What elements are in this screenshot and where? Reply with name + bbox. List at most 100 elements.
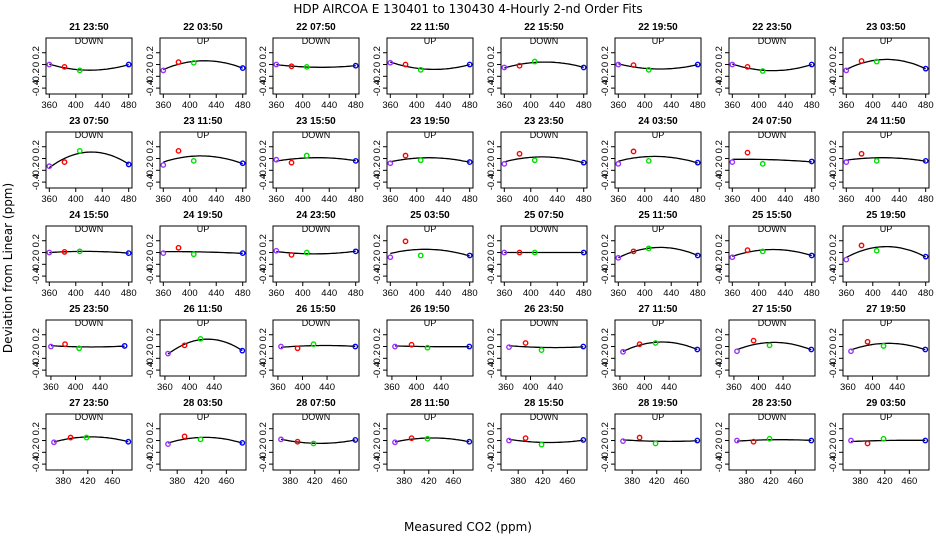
data-point-standard1 xyxy=(160,67,167,74)
panel-direction-label: UP xyxy=(880,318,893,328)
y-tick-label: 0.2 xyxy=(31,328,42,341)
data-point-standard2 xyxy=(175,244,182,251)
panel-title: 22 11:50 xyxy=(411,22,450,33)
data-point-standard4 xyxy=(694,61,701,68)
panel-title: 21 23:50 xyxy=(69,22,109,33)
panel-title: 26 19:50 xyxy=(410,304,450,315)
x-tick-label: 400 xyxy=(637,382,653,393)
x-tick-label: 440 xyxy=(94,288,110,299)
data-point-standard2 xyxy=(181,342,188,349)
data-point-standard1 xyxy=(615,160,622,167)
y-tick-label: 0 xyxy=(258,62,269,67)
y-tick-label: 0 xyxy=(486,250,497,255)
y-tick-label: -0.4 xyxy=(145,456,156,472)
y-tick-label: -0.2 xyxy=(372,444,383,460)
y-tick-label: 0 xyxy=(145,344,156,349)
fit-curve xyxy=(850,342,926,351)
data-point-standard3 xyxy=(417,252,424,259)
panel-title: 25 15:50 xyxy=(752,210,792,221)
y-tick-label: 0.2 xyxy=(258,328,269,341)
panel-direction-label: DOWN xyxy=(75,412,104,422)
y-tick-label: -0.4 xyxy=(258,80,269,96)
x-tick-label: 360 xyxy=(840,382,856,393)
panel: 28 11:50 UP -0.4-0.20 0.2 380 420 460 xyxy=(372,398,474,487)
panel: 27 23:50 DOWN -0.4-0.20 0.2 380 420 460 xyxy=(31,398,133,487)
panel: 29 03:50 UP -0.4-0.20 0.2 380 420 460 xyxy=(828,398,930,487)
y-tick-label: 0.2 xyxy=(714,328,725,341)
x-tick-label: 460 xyxy=(218,476,234,487)
y-tick-label: -0.4 xyxy=(372,456,383,472)
data-point-standard4 xyxy=(125,250,132,257)
fit-curve xyxy=(732,158,812,163)
x-tick-label: 360 xyxy=(610,194,626,205)
y-tick-label: 0 xyxy=(372,250,383,255)
panel-direction-label: UP xyxy=(197,36,210,46)
fit-curve xyxy=(390,157,470,163)
panel-title: 22 23:50 xyxy=(752,22,792,33)
panel-frame xyxy=(728,131,816,189)
fit-curve xyxy=(508,438,584,444)
panel-frame xyxy=(386,413,474,471)
x-tick-label: 440 xyxy=(549,100,565,111)
y-tick-label: -0.4 xyxy=(145,362,156,378)
x-tick-label: 400 xyxy=(68,288,84,299)
y-tick-label: 0.2 xyxy=(600,422,611,435)
data-point-standard3 xyxy=(303,63,310,70)
y-tick-label: -0.4 xyxy=(714,362,725,378)
y-tick-label: -0.4 xyxy=(828,268,839,284)
data-point-standard1 xyxy=(734,437,740,444)
panel-direction-label: UP xyxy=(424,130,437,140)
data-point-standard1 xyxy=(387,254,394,261)
data-point-standard4 xyxy=(808,437,815,444)
panel: 26 19:50 UP -0.4-0.20 0.2 360 400 440 xyxy=(372,304,474,393)
x-tick-label: 400 xyxy=(295,288,311,299)
y-tick-label: 0.2 xyxy=(600,234,611,247)
panel-direction-label: DOWN xyxy=(530,412,559,422)
y-tick-label: -0.4 xyxy=(31,362,42,378)
x-tick-label: 480 xyxy=(121,194,137,205)
data-point-standard1 xyxy=(615,254,622,261)
x-tick-label: 360 xyxy=(268,288,284,299)
x-tick-label: 400 xyxy=(68,382,84,393)
x-tick-label: 380 xyxy=(738,476,754,487)
panel-direction-label: UP xyxy=(424,36,437,46)
panel-title: 23 19:50 xyxy=(410,116,450,127)
fit-curve xyxy=(622,439,698,443)
panel-direction-label: DOWN xyxy=(302,412,331,422)
data-point-standard1 xyxy=(387,160,394,167)
panel: 23 11:50 UP -0.4-0.20 0.2 360 400 440 480 xyxy=(145,116,251,205)
panel-frame xyxy=(728,37,816,95)
y-tick-label: -0.2 xyxy=(600,350,611,366)
panel-title: 24 03:50 xyxy=(638,116,678,127)
data-point-standard2 xyxy=(175,147,182,154)
x-tick-label: 480 xyxy=(235,288,251,299)
panel-frame xyxy=(272,413,360,471)
x-tick-label: 480 xyxy=(462,100,478,111)
panel-title: 28 07:50 xyxy=(296,398,336,409)
data-point-standard4 xyxy=(466,159,473,165)
panel-frame xyxy=(45,413,133,471)
panel-direction-label: DOWN xyxy=(302,36,331,46)
data-point-standard2 xyxy=(858,242,865,249)
data-point-standard4 xyxy=(580,437,587,443)
panel-direction-label: DOWN xyxy=(758,130,787,140)
fit-curve xyxy=(163,155,243,165)
panel-frame xyxy=(500,413,588,471)
panel-frame xyxy=(386,131,474,189)
y-tick-label: -0.2 xyxy=(258,350,269,366)
x-tick-label: 440 xyxy=(891,100,907,111)
x-tick-label: 400 xyxy=(751,194,767,205)
y-tick-label: -0.4 xyxy=(145,268,156,284)
x-tick-label: 460 xyxy=(673,476,689,487)
x-tick-label: 360 xyxy=(838,194,854,205)
data-point-standard1 xyxy=(506,344,512,351)
panel-direction-label: UP xyxy=(880,412,893,422)
y-tick-label: -0.4 xyxy=(486,80,497,96)
panel: 22 11:50 UP -0.4-0.20 0.2 360 400 440 480 xyxy=(372,22,478,111)
y-tick-label: -0.2 xyxy=(828,256,839,272)
panel-direction-label: UP xyxy=(424,224,437,234)
panel-title: 25 03:50 xyxy=(410,210,450,221)
y-tick-label: -0.2 xyxy=(31,444,42,460)
y-tick-label: -0.4 xyxy=(600,268,611,284)
y-tick-label: 0.2 xyxy=(372,234,383,247)
